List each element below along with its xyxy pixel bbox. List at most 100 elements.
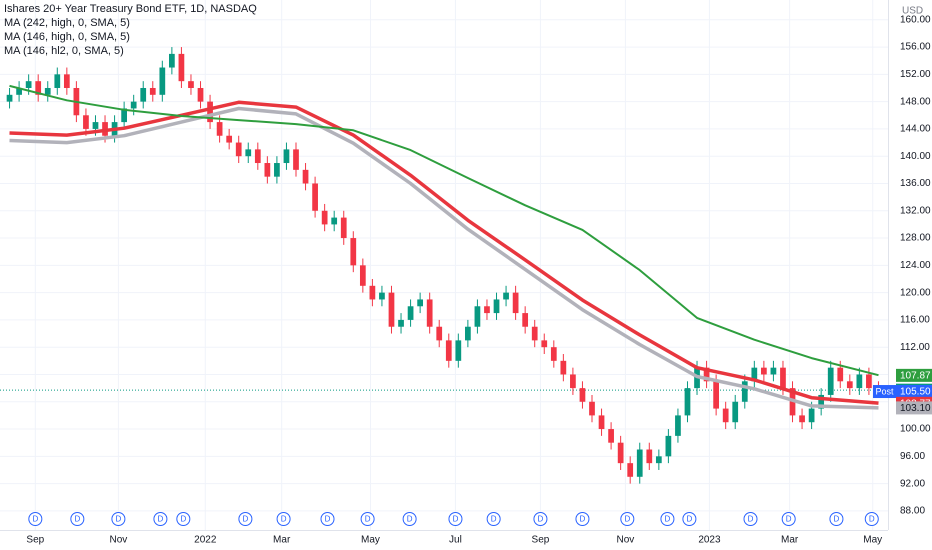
price-tag-label: 107.87: [900, 371, 931, 382]
candle-body: [188, 81, 194, 88]
y-tick-label: 116.00: [900, 315, 930, 326]
candle-body: [283, 149, 290, 164]
candle-body: [216, 122, 223, 136]
candle-body: [732, 401, 739, 423]
dividend-marker: [620, 512, 635, 526]
dividend-marker: [320, 512, 335, 526]
candle-body: [455, 340, 462, 361]
y-tick-label: 112.00: [900, 342, 930, 353]
y-tick-label: 148.00: [900, 96, 931, 107]
dividend-label: D: [538, 515, 544, 524]
candle-body: [274, 163, 280, 177]
dividend-label: D: [665, 515, 671, 524]
candle-body: [445, 340, 452, 361]
dividend-marker: [829, 512, 844, 526]
y-tick-label: 152.00: [900, 69, 931, 80]
candle-body: [675, 415, 681, 436]
candle-body: [321, 210, 328, 225]
candle-body: [407, 306, 414, 320]
dividend-label: D: [243, 515, 249, 524]
candle-body: [627, 463, 634, 477]
dividend-marker: [533, 512, 548, 526]
dividend-marker: [682, 512, 697, 526]
candle-body: [560, 360, 567, 375]
dividend-label: D: [281, 515, 287, 524]
dividend-marker: [781, 512, 796, 526]
candle-body: [799, 415, 805, 423]
dividend-marker: [276, 512, 291, 526]
candle-body: [722, 408, 729, 423]
y-tick-label: 132.00: [900, 205, 931, 216]
y-tick-label: 144.00: [900, 124, 931, 135]
x-tick-label: 2022: [194, 535, 217, 546]
candle-body: [426, 299, 433, 327]
x-tick-label: Nov: [110, 535, 128, 546]
candle-body: [130, 101, 137, 109]
dividend-marker: [111, 512, 126, 526]
candle-body: [149, 87, 156, 95]
x-tick-label: Jul: [449, 535, 462, 546]
dividend-label: D: [748, 515, 754, 524]
y-tick-label: 140.00: [900, 151, 931, 162]
legend-entry: MA (146, high, 0, SMA, 5): [4, 31, 130, 43]
candle-body: [856, 374, 863, 389]
y-tick-label: 136.00: [900, 178, 931, 189]
candle-body: [608, 429, 614, 443]
y-tick-label: 88.00: [900, 506, 925, 517]
candle-body: [25, 81, 32, 88]
dividend-marker: [864, 512, 879, 526]
x-tick-label: May: [361, 535, 380, 546]
price-tag: [896, 385, 932, 399]
candle-body: [837, 367, 844, 382]
x-tick-label: Sep: [532, 535, 550, 546]
candle-body: [293, 149, 299, 170]
candle-body: [359, 265, 366, 286]
price-tag-label: 105.50: [900, 387, 931, 398]
candle-body: [331, 217, 338, 225]
y-tick-label: 92.00: [900, 478, 925, 489]
dividend-marker: [176, 512, 191, 526]
candle-body: [398, 319, 404, 327]
candle-body: [713, 381, 719, 409]
candle-body: [846, 381, 853, 389]
candle-body: [808, 408, 815, 423]
y-tick-label: 156.00: [900, 42, 931, 53]
legend-entry: MA (146, hl2, 0, SMA, 5): [4, 45, 124, 57]
dividend-marker: [448, 512, 463, 526]
ma-line: [9, 84, 879, 377]
x-tick-label: Sep: [26, 535, 44, 546]
candle-body: [579, 388, 586, 402]
candle-body: [503, 292, 509, 300]
candle-body: [235, 142, 242, 157]
candle-body: [751, 367, 758, 382]
dividend-label: D: [116, 515, 122, 524]
legend-entry: MA (242, high, 0, SMA, 5): [4, 17, 130, 29]
candle-body: [226, 135, 233, 143]
candle-body: [379, 292, 385, 300]
x-tick-label: Mar: [781, 535, 799, 546]
y-tick-label: 128.00: [900, 233, 931, 244]
x-tick-label: May: [863, 535, 882, 546]
candle-body: [522, 313, 529, 327]
candle-body: [417, 299, 423, 307]
candle-body: [818, 394, 825, 409]
candle-body: [493, 299, 500, 314]
candle-body: [665, 435, 672, 457]
dividend-label: D: [74, 515, 80, 524]
y-tick-label: 160.00: [900, 14, 931, 25]
candle-body: [655, 456, 662, 464]
candle-body: [54, 74, 61, 88]
dividend-label: D: [580, 515, 586, 524]
candle-body: [770, 367, 777, 375]
candle-body: [92, 122, 99, 129]
candle-body: [35, 81, 42, 95]
candle-body: [16, 87, 22, 95]
ma-line: [9, 106, 879, 410]
dividend-label: D: [491, 515, 497, 524]
currency: USD: [902, 6, 923, 17]
candle-body: [121, 108, 127, 123]
dividend-marker: [660, 512, 675, 526]
candle-body: [866, 374, 872, 389]
